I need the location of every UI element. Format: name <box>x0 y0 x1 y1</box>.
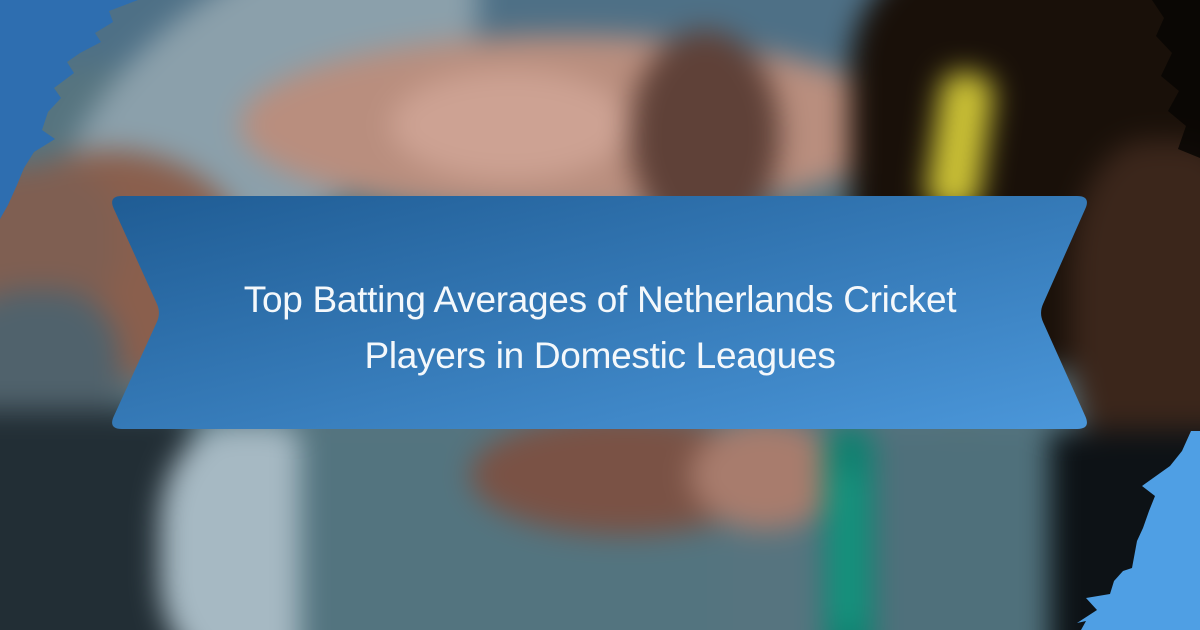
bg-blob <box>1070 140 1200 480</box>
bg-blob <box>870 430 1070 630</box>
bg-blob <box>834 470 862 630</box>
card-title-line2: Players in Domestic Leagues <box>364 335 836 376</box>
torn-edge-bottom-right-shape <box>1077 431 1200 630</box>
bg-blob <box>690 420 840 530</box>
torn-edge-top-right-shape <box>1152 0 1200 158</box>
card-title-line1: Top Batting Averages of Netherlands Cric… <box>243 279 957 320</box>
bg-blob <box>390 70 630 180</box>
title-banner <box>112 196 1087 429</box>
torn-edge-top-left-shape <box>0 0 138 219</box>
bg-blob <box>0 410 190 630</box>
